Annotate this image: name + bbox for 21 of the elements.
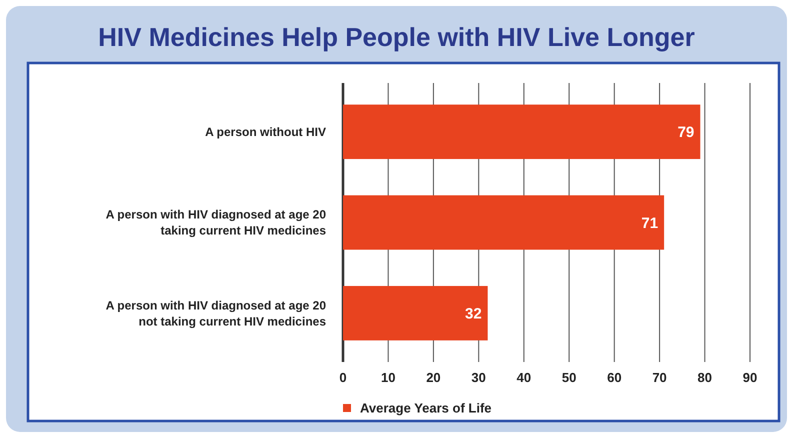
x-tick-label: 20 — [426, 370, 441, 385]
x-tick-label: 80 — [698, 370, 712, 385]
chart-title: HIV Medicines Help People with HIV Live Longer — [98, 22, 695, 52]
x-tick-label: 40 — [516, 370, 532, 385]
x-tick-label: 0 — [339, 370, 347, 385]
bar — [343, 104, 700, 160]
x-tick-label: 50 — [562, 370, 576, 385]
y-tick-label: A person without HIV — [205, 125, 326, 140]
bar — [343, 286, 488, 340]
data-label: 32 — [465, 305, 482, 322]
bar — [343, 195, 664, 250]
y-tick-label: A person with HIV diagnosed at age 20 taking current HIV medicines — [106, 208, 326, 238]
y-tick-label: A person with HIV diagnosed at age 20 not taking current HIV medicines — [106, 298, 326, 328]
legend-label: Average Years of Life — [360, 400, 492, 416]
x-tick-label: 90 — [742, 370, 758, 385]
data-label: 71 — [641, 214, 658, 232]
x-tick-label: 70 — [652, 370, 667, 385]
data-label: 79 — [678, 124, 694, 142]
x-tick-label: 60 — [607, 370, 622, 385]
x-tick-label: 30 — [471, 370, 486, 385]
x-tick-label: 10 — [380, 370, 396, 385]
